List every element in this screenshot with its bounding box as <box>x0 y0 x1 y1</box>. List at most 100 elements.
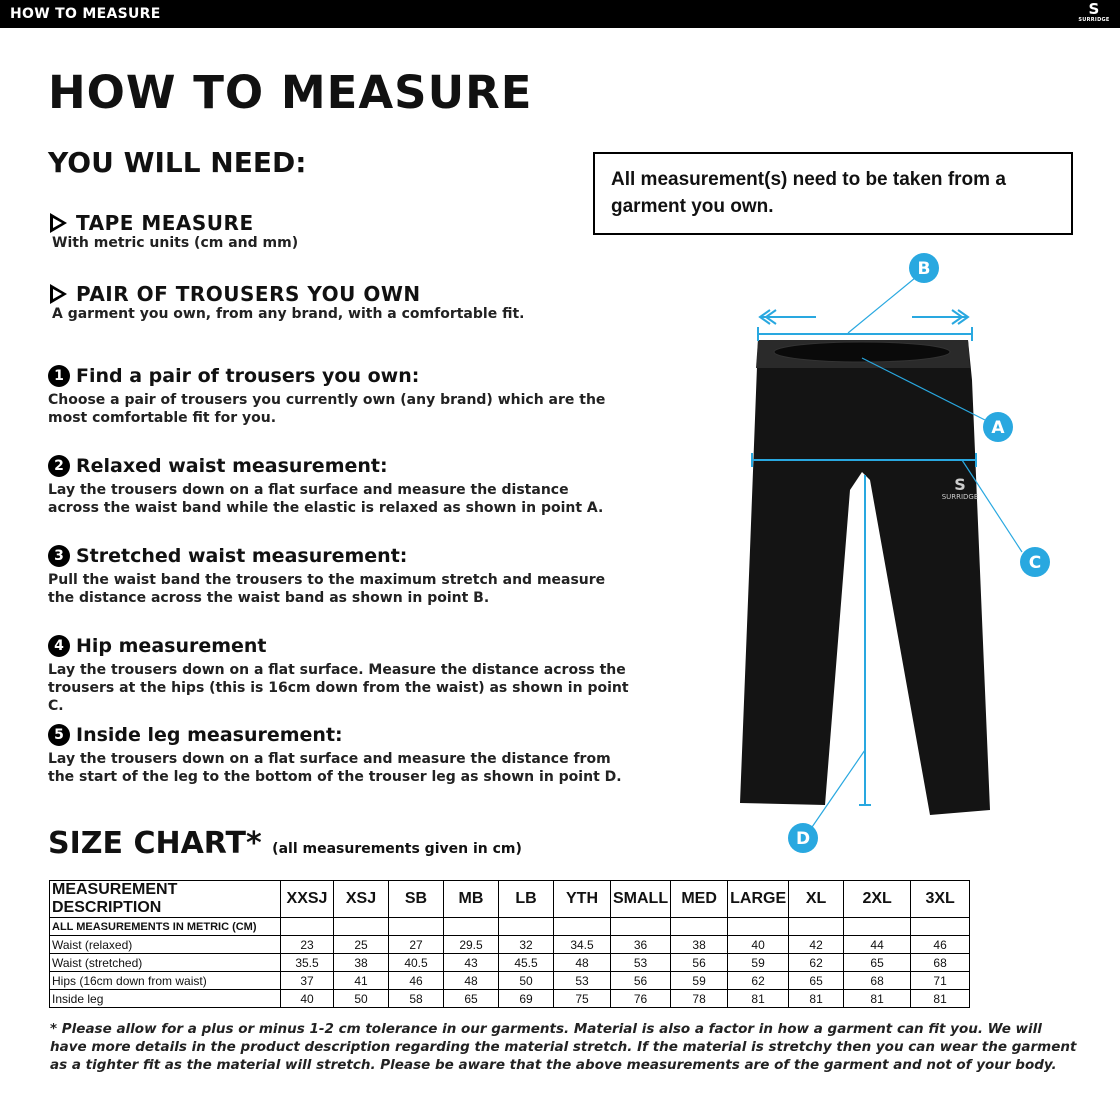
table-cell: 23 <box>280 935 334 954</box>
garment-logo: S <box>954 475 966 494</box>
size-chart-subtitle: (all measurements given in cm) <box>272 841 522 857</box>
footnote: * Please allow for a plus or minus 1-2 c… <box>50 1021 1077 1073</box>
step-number: 1 <box>48 365 70 387</box>
table-cell: 48 <box>553 953 611 972</box>
step-number: 5 <box>48 724 70 746</box>
table-cell: 40 <box>280 989 334 1008</box>
label-d: D <box>796 829 810 849</box>
step-title: Relaxed waist measurement: <box>76 455 388 477</box>
row-label: Waist (relaxed) <box>49 935 281 954</box>
svg-text:SURRIDGE: SURRIDGE <box>942 493 979 501</box>
table-row: Hips (16cm down from waist) 37 41 46 48 50 53 5… <box>49 971 971 990</box>
table-cell: 71 <box>910 971 971 990</box>
table-cell: 41 <box>333 971 389 990</box>
table-cell: 76 <box>609 989 672 1008</box>
table-cell: 37 <box>280 971 334 990</box>
table-cell: 32 <box>498 935 554 954</box>
table-row: Inside leg 40 50 58 65 69 75 76 78 81 81 81 81 <box>49 989 971 1008</box>
step-number: 3 <box>48 545 70 567</box>
table-cell: 62 <box>788 953 845 972</box>
table-cell: 25 <box>333 935 389 954</box>
size-column-header: SMALL <box>609 880 672 918</box>
label-b: B <box>918 259 931 279</box>
step-4: 4 Hip measurement Lay the trousers down on… <box>48 635 638 715</box>
table-cell: 36 <box>609 935 672 954</box>
table-cell: 42 <box>788 935 845 954</box>
need-item-tape: TAPE MEASURE With metric units (cm and m… <box>50 210 298 251</box>
need-item-title: PAIR OF TROUSERS YOU OWN <box>76 282 421 306</box>
section-label: ALL MEASUREMENTS IN METRIC (CM) <box>49 917 281 936</box>
need-item-sub: With metric units (cm and mm) <box>52 235 299 251</box>
table-header-row: MEASUREMENT DESCRIPTION XXSJ XSJ SB MB LB YTH S… <box>49 880 971 918</box>
row-label: Hips (16cm down from waist) <box>49 971 281 990</box>
table-cell: 38 <box>333 953 389 972</box>
trousers-diagram: S SURRIDGE B A C D <box>740 253 1050 853</box>
table-row: Waist (stretched) 35.5 38 40.5 43 45.5 48 53 56 5… <box>49 953 971 972</box>
table-cell: 58 <box>388 989 444 1008</box>
label-a: A <box>991 418 1005 438</box>
table-section-row: ALL MEASUREMENTS IN METRIC (CM) <box>49 917 971 936</box>
triangle-icon <box>50 284 67 304</box>
table-cell: 59 <box>727 953 790 972</box>
table-cell: 81 <box>910 989 971 1008</box>
table-cell: 34.5 <box>553 935 611 954</box>
step-title: Hip measurement <box>76 635 267 657</box>
table-cell: 35.5 <box>280 953 334 972</box>
table-cell: 68 <box>843 971 912 990</box>
triangle-icon <box>50 213 67 233</box>
step-3: 3 Stretched waist measurement: Pull the wa… <box>48 545 628 607</box>
step-title: Find a pair of trousers you own: <box>76 365 420 387</box>
size-column-header: XXSJ <box>280 880 334 918</box>
step-text: Lay the trousers down on a flat surface.… <box>48 662 629 714</box>
size-column-header: 2XL <box>843 880 912 918</box>
table-cell: 59 <box>670 971 729 990</box>
table-cell: 81 <box>788 989 845 1008</box>
size-column-header: LARGE <box>727 880 790 918</box>
table-cell: 53 <box>609 953 672 972</box>
size-column-header: MB <box>443 880 499 918</box>
need-item-trousers: PAIR OF TROUSERS YOU OWN A garment you o… <box>50 281 524 322</box>
step-text: Lay the trousers down on a flat surface … <box>48 482 604 516</box>
table-cell: 45.5 <box>498 953 554 972</box>
you-will-need-heading: YOU WILL NEED: <box>48 146 307 179</box>
table-cell: 27 <box>388 935 444 954</box>
table-row: Waist (relaxed) 23 25 27 29.5 32 34.5 36 38 40 42 4… <box>49 935 971 954</box>
row-label: Inside leg <box>49 989 281 1008</box>
size-column-header: LB <box>498 880 554 918</box>
header-bar: HOW TO MEASURE S SURRIDGE <box>0 0 1120 28</box>
step-5: 5 Inside leg measurement: Lay the trousers… <box>48 724 628 786</box>
header-title: HOW TO MEASURE <box>10 6 161 22</box>
size-chart-table: MEASUREMENT DESCRIPTION XXSJ XSJ SB MB LB YTH S… <box>49 880 971 1008</box>
note-box: All measurement(s) need to be taken from… <box>593 152 1073 235</box>
table-cell: 81 <box>843 989 912 1008</box>
table-cell: 65 <box>443 989 499 1008</box>
description-column-header: MEASUREMENT DESCRIPTION <box>49 880 281 918</box>
table-cell: 48 <box>443 971 499 990</box>
table-cell: 56 <box>609 971 672 990</box>
table-cell: 62 <box>727 971 790 990</box>
size-column-header: 3XL <box>910 880 971 918</box>
step-title: Stretched waist measurement: <box>76 545 408 567</box>
size-column-header: YTH <box>553 880 611 918</box>
surridge-logo: S SURRIDGE <box>1078 0 1110 24</box>
table-cell: 46 <box>388 971 444 990</box>
label-c: C <box>1029 553 1041 573</box>
step-title: Inside leg measurement: <box>76 724 343 746</box>
table-cell: 65 <box>788 971 845 990</box>
step-number: 4 <box>48 635 70 657</box>
table-cell: 56 <box>670 953 729 972</box>
need-item-sub: A garment you own, from any brand, with … <box>52 306 525 322</box>
size-chart-heading: SIZE CHART* (all measurements given in c… <box>48 826 522 861</box>
step-2: 2 Relaxed waist measurement: Lay the trous… <box>48 455 618 517</box>
table-cell: 44 <box>843 935 912 954</box>
table-cell: 78 <box>670 989 729 1008</box>
step-text: Choose a pair of trousers you currently … <box>48 392 606 426</box>
table-cell: 40.5 <box>388 953 444 972</box>
table-cell: 38 <box>670 935 729 954</box>
table-cell: 46 <box>910 935 971 954</box>
step-text: Lay the trousers down on a flat surface … <box>48 751 622 785</box>
table-cell: 43 <box>443 953 499 972</box>
size-chart-title: SIZE CHART* <box>48 826 262 861</box>
page-title: HOW TO MEASURE <box>48 66 533 119</box>
step-text: Pull the waist band the trousers to the … <box>48 572 606 606</box>
